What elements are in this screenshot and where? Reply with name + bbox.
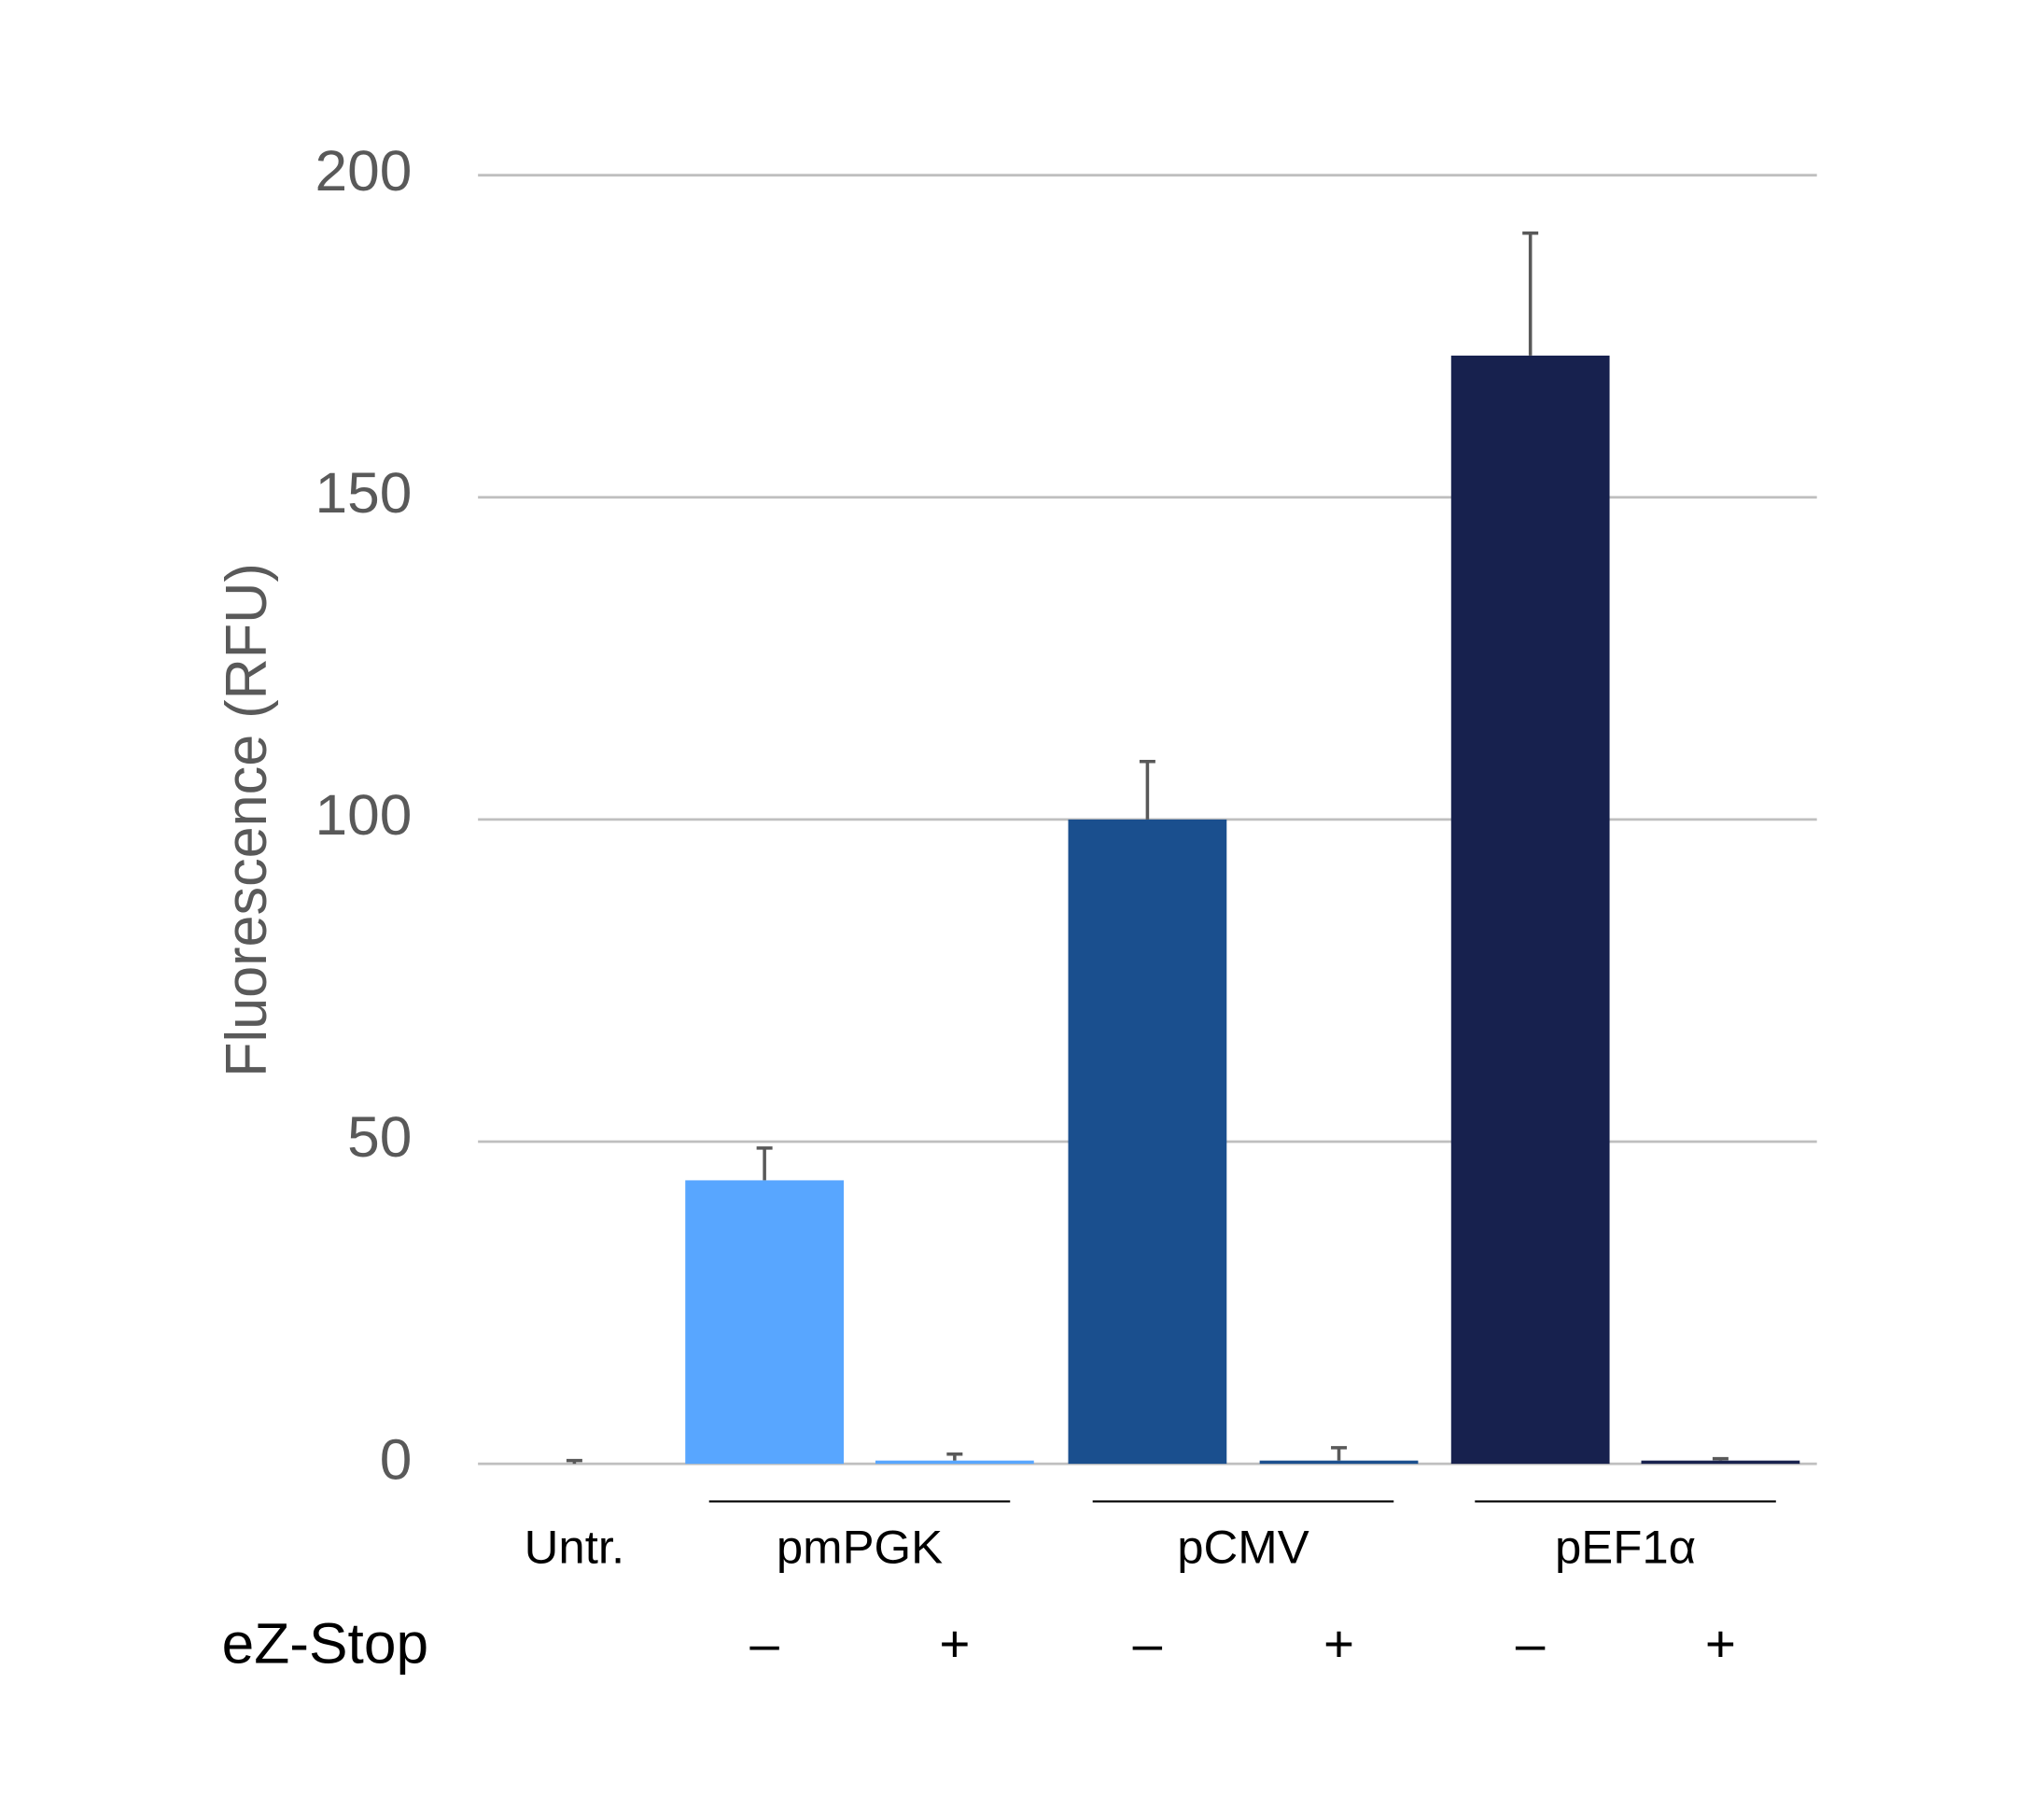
- y-tick-label: 50: [347, 1106, 412, 1170]
- error-bar: [1712, 1456, 1729, 1461]
- error-bar: [946, 1452, 963, 1461]
- bar: [1450, 355, 1610, 1465]
- error-bar: [1522, 232, 1539, 356]
- group-label: Untr.: [525, 1521, 625, 1573]
- error-bar: [756, 1146, 773, 1181]
- group-label: pCMV: [1177, 1521, 1309, 1573]
- bar: [1641, 1460, 1800, 1465]
- x-tick-label: +: [1323, 1615, 1354, 1673]
- bar: [875, 1460, 1034, 1465]
- group-label: pmPGK: [777, 1521, 944, 1573]
- x-tick-label: –: [1133, 1615, 1163, 1673]
- y-axis-label: Fluorescence (RFU): [215, 563, 280, 1077]
- y-tick-label: 150: [315, 461, 413, 525]
- y-tick-label: 0: [380, 1428, 413, 1492]
- y-tick-label: 100: [315, 784, 413, 848]
- x-tick-label: +: [939, 1615, 970, 1673]
- bar: [685, 1180, 845, 1465]
- x-tick-label: –: [1516, 1615, 1546, 1673]
- x-tick-label: –: [749, 1615, 779, 1673]
- x-tick-label: +: [1705, 1615, 1736, 1673]
- bar: [1259, 1460, 1419, 1465]
- y-tick-label: 200: [315, 139, 413, 203]
- error-bar: [566, 1458, 582, 1465]
- error-bar: [1331, 1446, 1348, 1461]
- group-label: pEF1α: [1555, 1521, 1696, 1573]
- bar: [1068, 819, 1227, 1465]
- error-bar: [1139, 760, 1155, 820]
- row-label: eZ-Stop: [222, 1612, 428, 1676]
